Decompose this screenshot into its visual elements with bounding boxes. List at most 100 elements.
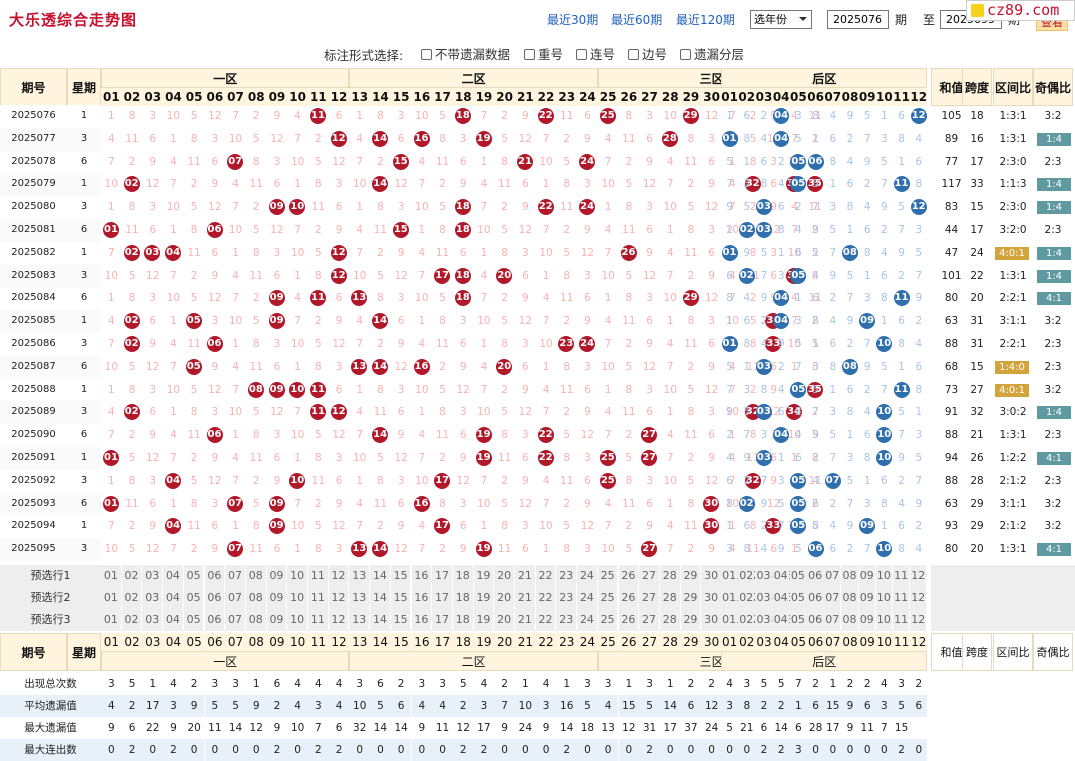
preselect-number[interactable]: 23 <box>556 609 577 631</box>
preselect-number[interactable]: 10 <box>875 587 892 609</box>
preselect-number[interactable]: 03 <box>755 587 772 609</box>
preselect-number[interactable]: 30 <box>701 609 721 631</box>
preselect-number[interactable]: 03 <box>142 565 163 587</box>
preselect-number[interactable]: 08 <box>245 565 266 587</box>
preselect-number[interactable]: 15 <box>390 587 411 609</box>
preselect-number[interactable]: 06 <box>204 609 225 631</box>
preselect-number[interactable]: 08 <box>245 587 266 609</box>
preselect-number[interactable]: 08 <box>841 609 858 631</box>
option-layer[interactable]: 遗漏分层 <box>680 44 744 63</box>
preselect-number[interactable]: 02 <box>738 587 755 609</box>
preselect-number[interactable]: 11 <box>893 565 910 587</box>
preselect-number[interactable]: 09 <box>858 587 875 609</box>
preselect-number[interactable]: 02 <box>121 609 142 631</box>
preselect-number[interactable]: 01 <box>721 587 738 609</box>
preselect-number[interactable]: 17 <box>432 565 452 587</box>
preselect-number[interactable]: 18 <box>452 609 473 631</box>
preselect-number[interactable]: 19 <box>473 565 494 587</box>
preselect-number[interactable]: 22 <box>535 565 556 587</box>
preselect-number[interactable]: 11 <box>893 609 910 631</box>
preselect-number[interactable]: 07 <box>824 587 841 609</box>
preselect-number[interactable]: 17 <box>432 609 452 631</box>
preselect-number[interactable]: 11 <box>893 587 910 609</box>
preselect-number[interactable]: 29 <box>680 587 701 609</box>
option-consecutive[interactable]: 连号 <box>576 44 615 63</box>
preselect-number[interactable]: 13 <box>349 609 370 631</box>
preselect-number[interactable]: 06 <box>807 565 824 587</box>
preselect-number[interactable]: 21 <box>515 565 535 587</box>
preselect-number[interactable]: 25 <box>597 609 618 631</box>
preselect-number[interactable]: 22 <box>535 609 556 631</box>
preselect-number[interactable]: 05 <box>183 565 204 587</box>
preselect-number[interactable]: 09 <box>858 565 875 587</box>
preselect-number[interactable]: 04 <box>163 587 183 609</box>
preselect-number[interactable]: 15 <box>390 609 411 631</box>
preselect-number[interactable]: 02 <box>121 565 142 587</box>
preselect-number[interactable]: 03 <box>755 565 772 587</box>
preselect-number[interactable]: 18 <box>452 587 473 609</box>
preselect-number[interactable]: 08 <box>841 587 858 609</box>
preselect-number[interactable]: 25 <box>597 565 618 587</box>
checkbox-icon[interactable] <box>524 49 535 60</box>
preselect-number[interactable]: 06 <box>204 587 225 609</box>
preselect-number[interactable]: 06 <box>807 587 824 609</box>
preselect-number[interactable]: 25 <box>597 587 618 609</box>
preselect-number[interactable]: 07 <box>824 565 841 587</box>
preselect-number[interactable]: 19 <box>473 587 494 609</box>
preselect-number[interactable]: 02 <box>121 587 142 609</box>
option-edge[interactable]: 边号 <box>628 44 667 63</box>
recent-60-link[interactable]: 最近60期 <box>611 13 663 27</box>
preselect-number[interactable]: 13 <box>349 587 370 609</box>
preselect-number[interactable]: 16 <box>411 609 432 631</box>
preselect-number[interactable]: 02 <box>738 609 755 631</box>
preselect-number[interactable]: 09 <box>266 609 287 631</box>
checkbox-icon[interactable] <box>628 49 639 60</box>
preselect-number[interactable]: 26 <box>618 565 639 587</box>
preselect-number[interactable]: 09 <box>266 565 287 587</box>
preselect-number[interactable]: 16 <box>411 565 432 587</box>
preselect-number[interactable]: 20 <box>494 565 514 587</box>
preselect-number[interactable]: 05 <box>789 609 806 631</box>
preselect-number[interactable]: 12 <box>910 565 927 587</box>
preselect-number[interactable]: 23 <box>556 587 577 609</box>
recent-120-link[interactable]: 最近120期 <box>676 13 735 27</box>
preselect-number[interactable]: 22 <box>535 587 556 609</box>
preselect-number[interactable]: 08 <box>841 565 858 587</box>
period-footer-header[interactable]: 期号 <box>0 633 67 671</box>
preselect-number[interactable]: 01 <box>101 609 121 631</box>
preselect-number[interactable]: 14 <box>370 565 390 587</box>
preselect-number[interactable]: 23 <box>556 565 577 587</box>
preselect-number[interactable]: 11 <box>308 565 328 587</box>
preselect-number[interactable]: 12 <box>328 587 349 609</box>
preselect-number[interactable]: 07 <box>225 609 245 631</box>
preselect-number[interactable]: 01 <box>101 565 121 587</box>
preselect-number[interactable]: 06 <box>807 609 824 631</box>
preselect-number[interactable]: 10 <box>287 609 307 631</box>
option-repeat[interactable]: 重号 <box>524 44 563 63</box>
preselect-number[interactable]: 10 <box>287 565 307 587</box>
preselect-number[interactable]: 10 <box>875 609 892 631</box>
preselect-number[interactable]: 09 <box>858 609 875 631</box>
preselect-number[interactable]: 27 <box>639 609 659 631</box>
preselect-number[interactable]: 12 <box>328 609 349 631</box>
preselect-number[interactable]: 27 <box>639 587 659 609</box>
preselect-number[interactable]: 26 <box>618 587 639 609</box>
preselect-number[interactable]: 14 <box>370 587 390 609</box>
preselect-number[interactable]: 09 <box>266 587 287 609</box>
checkbox-icon[interactable] <box>680 49 691 60</box>
preselect-number[interactable]: 14 <box>370 609 390 631</box>
preselect-number[interactable]: 13 <box>349 565 370 587</box>
preselect-number[interactable]: 19 <box>473 609 494 631</box>
preselect-number[interactable]: 05 <box>789 565 806 587</box>
preselect-number[interactable]: 05 <box>789 587 806 609</box>
preselect-number[interactable]: 01 <box>721 565 738 587</box>
preselect-number[interactable]: 21 <box>515 609 535 631</box>
preselect-number[interactable]: 28 <box>659 587 680 609</box>
preselect-number[interactable]: 12 <box>910 587 927 609</box>
preselect-number[interactable]: 05 <box>183 609 204 631</box>
preselect-number[interactable]: 10 <box>287 587 307 609</box>
preselect-number[interactable]: 15 <box>390 565 411 587</box>
preselect-number[interactable]: 12 <box>910 609 927 631</box>
period-header[interactable]: 期号 <box>0 68 67 106</box>
preselect-number[interactable]: 11 <box>308 587 328 609</box>
